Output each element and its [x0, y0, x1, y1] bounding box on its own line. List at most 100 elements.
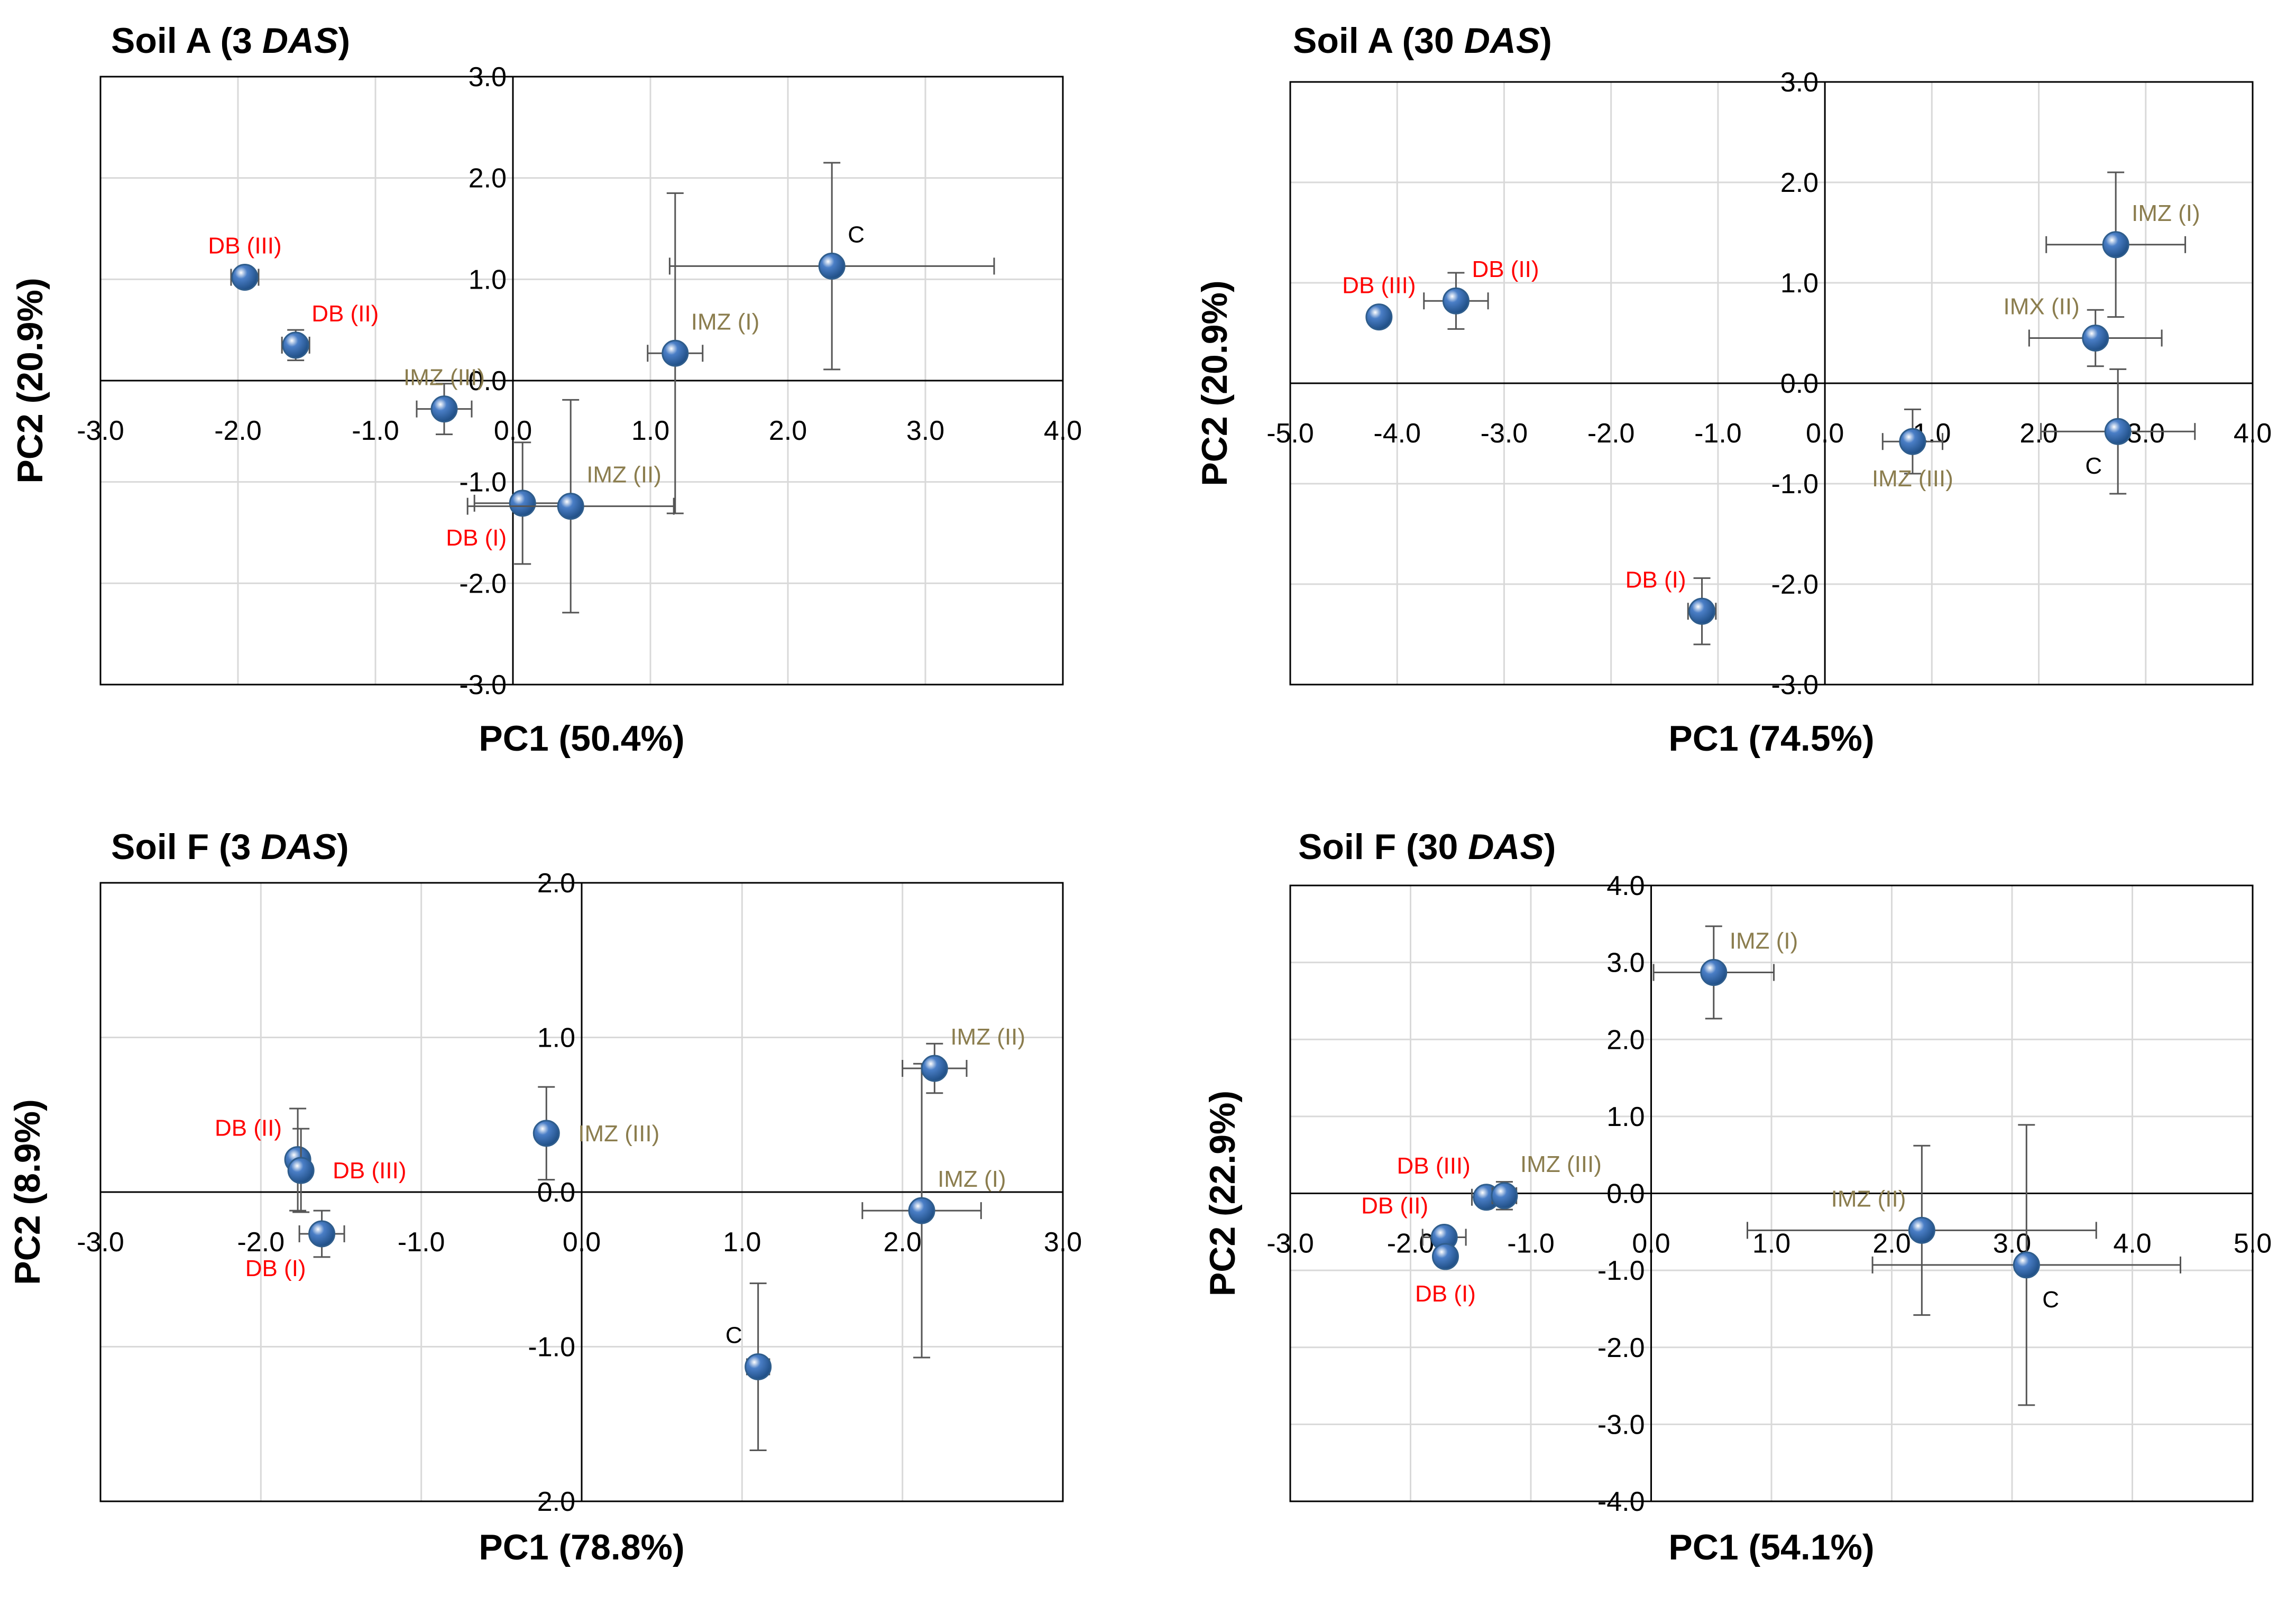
- y-tick-label: 0.0: [1606, 1179, 1645, 1210]
- point-label: DB (III): [208, 233, 281, 259]
- x-axis-label: PC1 (50.4%): [479, 718, 684, 759]
- point-db-iii: DB (III): [1342, 273, 1416, 331]
- chart-title-text: Soil F (30: [1298, 827, 1468, 867]
- point-db-ii: DB (II): [1361, 1193, 1467, 1251]
- x-tick-label: 0.0: [1632, 1229, 1670, 1259]
- y-tick-label: -3.0: [1597, 1409, 1645, 1440]
- x-axis-label: PC1 (54.1%): [1668, 1527, 1874, 1567]
- y-tick-label: -3.0: [1771, 670, 1819, 700]
- panel-soil-f-30das: -3.0 -2.0 -1.0 0.0 1.0 2.0 3.0 4.0 5.04.03.02.01…: [1202, 827, 2272, 1567]
- y-axis-label: PC2 (22.9%): [1202, 1091, 1243, 1296]
- data-point: [282, 331, 309, 359]
- y-tick-label: 2.0: [537, 868, 575, 899]
- point-imz-iii: IMZ (III): [532, 1086, 659, 1181]
- y-tick-label: 3.0: [1606, 948, 1645, 978]
- x-tick-label: 1.0: [723, 1227, 761, 1258]
- x-tick-label: -2.0: [1587, 418, 1635, 449]
- data-point: [818, 252, 846, 280]
- point-db-iii: DB (III): [287, 1128, 406, 1213]
- x-tick-label: -3.0: [77, 1227, 124, 1258]
- point-db-i: DB (I): [446, 441, 572, 565]
- point-c: C: [1871, 1124, 2181, 1406]
- point-label: DB (III): [1342, 273, 1416, 299]
- point-label: IMZ (I): [938, 1166, 1006, 1192]
- x-tick-label: -1.0: [1694, 418, 1742, 449]
- y-tick-label: 1.0: [537, 1023, 575, 1054]
- y-axis-label: PC2 (20.9%): [10, 278, 50, 483]
- x-tick-label: 1.0: [1752, 1229, 1790, 1259]
- x-tick-label: 2.0: [1872, 1229, 1911, 1259]
- chart-title: Soil A (30 DAS): [1293, 21, 1552, 61]
- point-label: IMZ (II): [586, 462, 662, 488]
- y-tick-label: -2.0: [1771, 569, 1819, 600]
- y-tick-label: -1.0: [1771, 469, 1819, 500]
- data-point: [1908, 1216, 1935, 1244]
- data-point: [557, 493, 584, 520]
- point-imz-iii: IMZ (III): [1872, 408, 1953, 492]
- chart-title-das: DAS: [261, 827, 337, 867]
- point-label: IMZ (I): [2132, 200, 2200, 226]
- x-tick-label: -2.0: [214, 416, 262, 446]
- x-tick-label: 3.0: [1044, 1227, 1082, 1258]
- x-tick-label: 0.0: [563, 1227, 601, 1258]
- point-c: C: [2040, 368, 2196, 495]
- x-axis-label: PC1 (78.8%): [479, 1527, 684, 1567]
- data-point: [2102, 231, 2129, 259]
- y-tick-label: 1.0: [1606, 1102, 1645, 1132]
- point-label: IMZ (III): [1520, 1151, 1602, 1177]
- chart-title-text: Soil F (3: [111, 827, 261, 867]
- data-point: [509, 490, 536, 517]
- x-tick-label: 3.0: [906, 416, 944, 446]
- x-tick-label: -4.0: [1373, 418, 1421, 449]
- point-imz-ii: IMZ (II): [466, 399, 675, 614]
- x-tick-label: -2.0: [1387, 1229, 1435, 1259]
- chart-title-text: Soil A (3: [111, 21, 262, 61]
- y-tick-label: -2.0: [1597, 1333, 1645, 1363]
- y-tick-label: 3.0: [469, 62, 507, 93]
- point-label: IMZ (I): [1730, 928, 1798, 954]
- point-imz-ii: IMZ (II): [1747, 1144, 2097, 1316]
- y-tick-label: 2.0: [537, 1487, 575, 1517]
- x-tick-label: -1.0: [398, 1227, 445, 1258]
- point-label: DB (I): [245, 1256, 306, 1281]
- point-imz-i: IMZ (I): [1652, 925, 1798, 1020]
- panel-soil-a-30das: -5.0 -4.0 -3.0 -2.0 -1.0 0.0 1.0 2.0 3.0 4.0 3.0 2.…: [1195, 21, 2272, 759]
- point-label: DB (III): [1397, 1153, 1470, 1179]
- x-tick-label: -5.0: [1266, 418, 1314, 449]
- y-tick-label: 1.0: [1780, 268, 1819, 299]
- data-point: [1700, 959, 1728, 986]
- data-point: [430, 395, 458, 423]
- y-tick-label: 1.0: [469, 264, 507, 295]
- point-imz-i: IMZ (I): [861, 1063, 1006, 1359]
- point-c: C: [668, 162, 995, 371]
- x-tick-label: 5.0: [2234, 1229, 2272, 1259]
- chart-title: Soil A (3 DAS): [111, 21, 350, 61]
- point-db-i: DB (I): [245, 1210, 345, 1281]
- point-label: IMZ (II): [1831, 1186, 1906, 1212]
- point-imz-i: IMZ (I): [647, 192, 759, 514]
- point-label: C: [2042, 1287, 2059, 1313]
- y-tick-label: -3.0: [459, 670, 507, 700]
- point-label: C: [725, 1323, 742, 1349]
- point-label: DB (III): [333, 1158, 406, 1184]
- y-tick-label: 2.0: [1606, 1024, 1645, 1055]
- x-tick-label: 2.0: [2019, 418, 2058, 449]
- data-point: [745, 1353, 772, 1381]
- point-label: IMZ (III): [1872, 466, 1953, 492]
- data-point: [2104, 418, 2132, 445]
- point-label: IMZ (II): [950, 1024, 1025, 1050]
- chart-title-text: Soil A (30: [1293, 21, 1464, 61]
- data-point: [308, 1220, 336, 1248]
- x-tick-label: -1.0: [1507, 1229, 1555, 1259]
- point-db-i: DB (I): [1625, 567, 1717, 645]
- chart-title-das: DAS: [262, 21, 338, 61]
- y-tick-label: 4.0: [1606, 871, 1645, 901]
- data-point: [287, 1157, 315, 1184]
- data-point: [532, 1120, 560, 1147]
- y-axis-label: PC2 (20.9%): [1195, 280, 1235, 486]
- point-label: IMX (II): [2004, 294, 2080, 320]
- y-tick-label: 0.0: [469, 366, 507, 396]
- data-point: [2082, 325, 2109, 352]
- x-tick-label: 4.0: [2234, 418, 2272, 449]
